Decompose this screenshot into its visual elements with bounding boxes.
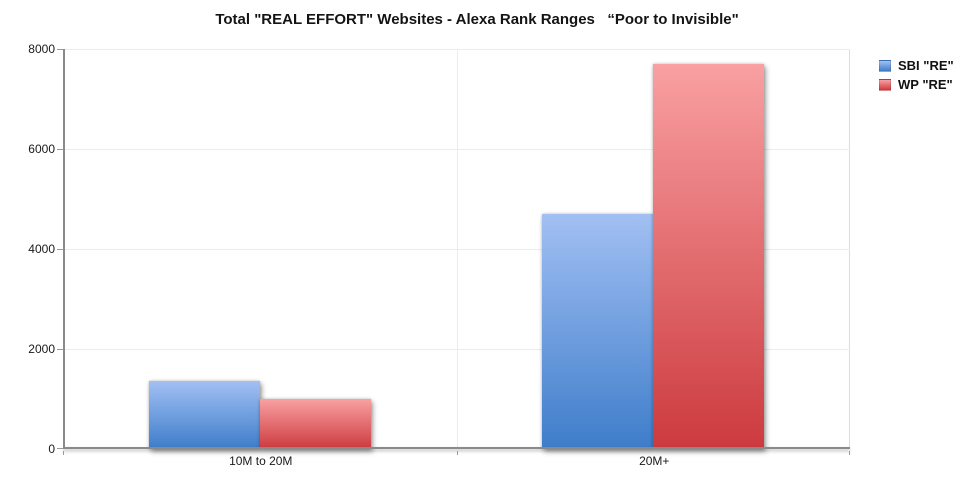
y-tick-4000	[57, 249, 63, 250]
legend-swatch-wp-re	[879, 78, 891, 91]
x-tick	[849, 451, 850, 455]
x-axis-label: 10M to 20M	[229, 454, 293, 468]
category-divider-gridline	[456, 49, 458, 449]
y-tick-0	[57, 448, 63, 449]
y-tick-6000	[57, 149, 63, 150]
y-axis-label: 4000	[28, 242, 55, 256]
y-axis-label: 0	[48, 442, 55, 456]
legend-item: WP "RE"	[879, 75, 954, 94]
chart-title: Total "REAL EFFORT" Websites - Alexa Ran…	[215, 11, 739, 28]
bar-wp-re-10m-to-20m	[259, 399, 371, 449]
x-tick	[456, 451, 458, 455]
legend-label: WP "RE"	[898, 77, 953, 92]
y-axis-label: 2000	[28, 342, 55, 356]
x-tick	[63, 451, 64, 455]
plot-area	[57, 49, 850, 455]
bar-wp-re-20m	[653, 64, 765, 449]
y-tick-8000	[57, 49, 63, 50]
x-axis-line	[63, 447, 850, 449]
legend: SBI "RE" WP "RE"	[879, 56, 954, 94]
bar-sbi-re-20m	[542, 214, 654, 449]
y-axis-label: 6000	[28, 142, 55, 156]
legend-label: SBI "RE"	[898, 58, 954, 73]
legend-swatch-sbi-re	[879, 59, 891, 72]
y-axis-label: 8000	[28, 42, 55, 56]
bar-sbi-re-10m-to-20m	[148, 381, 260, 449]
legend-item: SBI "RE"	[879, 56, 954, 75]
y-tick-2000	[57, 349, 63, 350]
x-axis-label: 20M+	[639, 454, 670, 468]
y-axis-line	[63, 49, 65, 449]
